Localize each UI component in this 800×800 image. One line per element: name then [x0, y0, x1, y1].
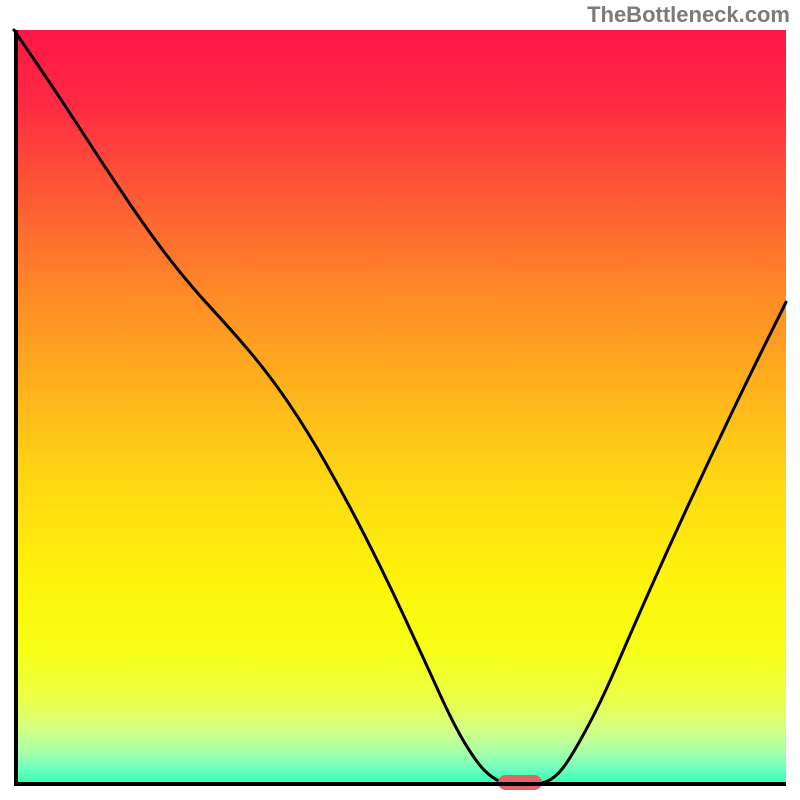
watermark-text: TheBottleneck.com — [587, 2, 790, 28]
x-axis — [14, 782, 786, 786]
chart-container: TheBottleneck.com — [0, 0, 800, 800]
bottleneck-curve — [14, 30, 786, 786]
plot-area — [14, 30, 786, 786]
y-axis — [14, 30, 18, 786]
